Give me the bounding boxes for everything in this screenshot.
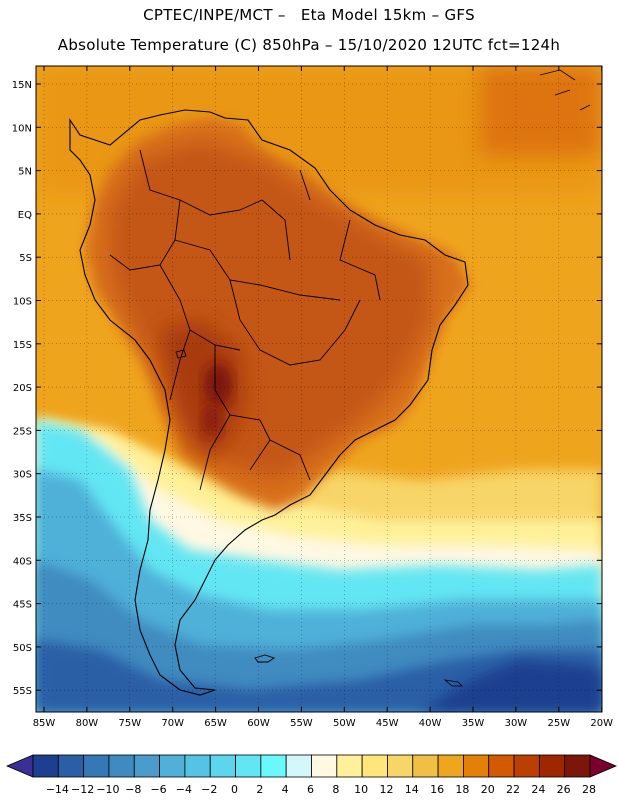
legend-label: 10 xyxy=(354,783,368,796)
color-legend: −14 −12 −10 −8 −6 −4 −2 0 2 4 6 8 10 12 14 16 18 20 22 24 26… xyxy=(5,754,618,796)
lon-tick-label: 30W xyxy=(505,718,528,729)
lat-tick-label: 25S xyxy=(13,426,32,437)
lon-tick-label: 55W xyxy=(290,718,313,729)
legend-min-arrow xyxy=(5,754,34,778)
lat-tick-label: 45S xyxy=(13,600,32,611)
lon-tick-label: 70W xyxy=(161,718,184,729)
legend-swatch xyxy=(488,754,515,778)
lon-tick-label: 20W xyxy=(590,718,613,729)
lat-tick-label: 10N xyxy=(12,123,32,134)
chart-title-line1: CPTEC/INPE/MCT – Eta Model 15km – GFS xyxy=(143,6,475,24)
legend-max-arrow xyxy=(589,754,618,778)
legend-label: 20 xyxy=(481,783,495,796)
legend-swatch xyxy=(311,754,338,778)
lat-tick-label: 10S xyxy=(13,297,32,308)
legend-label: −10 xyxy=(96,783,119,796)
legend-label: 22 xyxy=(506,783,520,796)
legend-swatch xyxy=(184,754,211,778)
legend-swatch xyxy=(209,754,236,778)
lon-tick-label: 60W xyxy=(247,718,270,729)
legend-label: 26 xyxy=(557,783,571,796)
lat-tick-label: 15S xyxy=(13,340,32,351)
lon-tick-label: 35W xyxy=(462,718,485,729)
legend-label: 12 xyxy=(379,783,393,796)
map-frame xyxy=(35,65,603,713)
hot-spot-2 xyxy=(202,404,222,436)
legend-swatch xyxy=(32,754,59,778)
legend-label: 0 xyxy=(231,783,238,796)
legend-label: −4 xyxy=(176,783,192,796)
lon-tick-label: 80W xyxy=(76,718,99,729)
legend-swatch xyxy=(108,754,135,778)
legend-swatch xyxy=(538,754,566,778)
lon-tick-label: 50W xyxy=(333,718,356,729)
lon-tick-label: 75W xyxy=(118,718,141,729)
legend-label: 14 xyxy=(405,783,419,796)
legend-label: −2 xyxy=(201,783,217,796)
lat-tick-label: 40S xyxy=(13,556,32,567)
caribbean-islands xyxy=(539,69,591,111)
lat-tick-label: 20S xyxy=(13,383,32,394)
hot-spot-1 xyxy=(204,363,232,407)
lon-tick-label: 25W xyxy=(547,718,570,729)
legend-label: −8 xyxy=(125,783,141,796)
legend-label: 2 xyxy=(256,783,263,796)
map-field xyxy=(36,66,602,712)
legend-swatch xyxy=(387,754,414,778)
country-borders xyxy=(109,149,381,491)
lat-tick-label: 55S xyxy=(13,686,32,697)
lat-tick-label: 50S xyxy=(13,643,32,654)
lat-tick-label: 30S xyxy=(13,470,32,481)
lon-tick-label: 40W xyxy=(419,718,442,729)
legend-label: 18 xyxy=(455,783,469,796)
legend-swatch xyxy=(57,754,85,778)
legend-swatch xyxy=(336,754,363,778)
legend-swatch xyxy=(260,754,287,778)
legend-label: −12 xyxy=(71,783,94,796)
legend-swatch xyxy=(463,754,490,778)
south-georgia xyxy=(443,679,463,687)
legend-label: −6 xyxy=(150,783,166,796)
legend-label: 8 xyxy=(332,783,339,796)
legend-swatch xyxy=(412,754,439,778)
legend-label: −14 xyxy=(46,783,69,796)
lat-tick-label: 5S xyxy=(19,253,32,264)
falklands xyxy=(254,654,276,663)
ne-warm-patch xyxy=(480,66,602,156)
legend-swatch xyxy=(235,754,262,778)
lat-tick-label: EQ xyxy=(18,210,32,221)
legend-swatch xyxy=(437,754,464,778)
lat-tick-label: 35S xyxy=(13,513,32,524)
legend-swatch xyxy=(361,754,388,778)
lat-tick-label: 15N xyxy=(12,80,32,91)
legend-label: 16 xyxy=(430,783,444,796)
legend-swatch xyxy=(285,754,312,778)
legend-label: 24 xyxy=(531,783,545,796)
chart-title-line2: Absolute Temperature (C) 850hPa – 15/10/… xyxy=(57,36,561,54)
legend-swatch xyxy=(513,754,540,778)
legend-swatch xyxy=(83,754,110,778)
coastline xyxy=(69,109,469,696)
latitude-axis: 15N 10N 5N EQ 5S 10S 15S 20S 25S 30S 35S 40S 45S 50S 5… xyxy=(12,80,602,697)
longitude-axis: 85W 80W 75W 70W 65W 60W 55W 50W 45W 40W 35W 30W 25W 2… xyxy=(33,66,613,729)
legend-label: 6 xyxy=(307,783,314,796)
cold-band-blue4 xyxy=(420,660,602,712)
legend-label: 4 xyxy=(282,783,289,796)
lon-tick-label: 85W xyxy=(33,718,56,729)
lat-tick-label: 5N xyxy=(18,167,32,178)
legend-swatch xyxy=(133,754,160,778)
legend-swatch xyxy=(564,754,591,778)
lon-tick-label: 65W xyxy=(204,718,227,729)
legend-label: 28 xyxy=(582,783,596,796)
legend-swatch xyxy=(159,754,186,778)
lon-tick-label: 45W xyxy=(376,718,399,729)
lake-titicaca xyxy=(175,349,187,359)
